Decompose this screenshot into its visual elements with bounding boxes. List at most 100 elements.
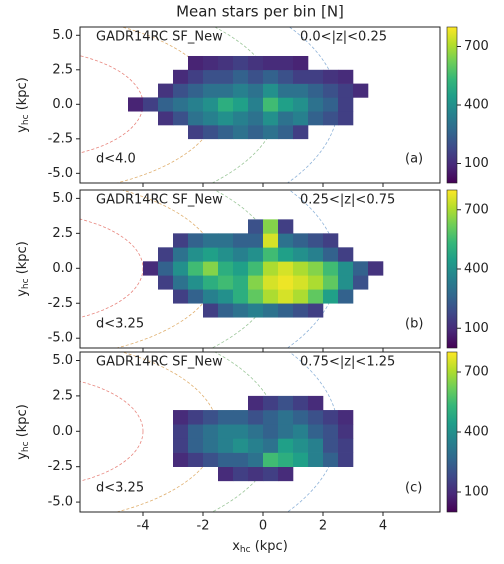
- plot-area: [80, 352, 354, 512]
- heat-cell: [173, 289, 189, 304]
- heat-cell: [233, 466, 249, 482]
- x-tick-label: -2: [197, 519, 210, 534]
- heat-cell: [323, 69, 339, 84]
- heat-cell: [308, 395, 324, 411]
- heat-cell: [263, 83, 279, 98]
- heat-cell: [233, 424, 249, 439]
- colorbar-tick-label: 100: [464, 321, 489, 336]
- heat-cell: [233, 289, 249, 304]
- heat-cell: [248, 438, 264, 453]
- heat-cell: [293, 233, 309, 248]
- heat-cell: [263, 303, 279, 318]
- heat-cell: [278, 219, 294, 234]
- x-tick-label: 4: [379, 519, 387, 534]
- heat-cell: [263, 111, 279, 126]
- heat-cell: [218, 424, 234, 439]
- heat-cell: [188, 247, 204, 262]
- heat-cell: [248, 219, 264, 234]
- annotation: 0.75<|z|<1.25: [300, 355, 395, 370]
- annotation: (a): [405, 152, 423, 167]
- y-axis-label-part: hc: [21, 114, 31, 125]
- y-tick-label: 2.5: [52, 388, 73, 403]
- x-tick-label: 0: [259, 519, 267, 534]
- heat-cell: [233, 410, 249, 425]
- heat-cell: [203, 83, 219, 98]
- heat-cell: [218, 438, 234, 453]
- heat-cell: [278, 303, 294, 318]
- heat-cell: [218, 55, 234, 71]
- heat-cell: [248, 247, 264, 262]
- heat-cell: [203, 303, 219, 318]
- heat-cell: [203, 125, 219, 140]
- heat-cell: [248, 452, 264, 467]
- plot-area: [80, 27, 369, 183]
- heat-cell: [293, 247, 309, 262]
- heat-cell: [263, 97, 279, 112]
- heat-cell: [248, 233, 264, 248]
- heat-cell: [323, 247, 339, 262]
- heat-cell: [158, 111, 174, 126]
- heat-cell: [263, 69, 279, 84]
- y-tick-label: 5.0: [52, 28, 73, 43]
- y-axis-label-part: (kpc): [15, 241, 30, 278]
- heat-cell: [218, 261, 234, 276]
- colorbar-tick-label: 400: [464, 262, 489, 277]
- heat-cell: [263, 219, 279, 234]
- heat-cell: [218, 125, 234, 140]
- heat-cell: [278, 395, 294, 411]
- heat-cell: [203, 247, 219, 262]
- heat-cell: [338, 247, 354, 262]
- heat-cell: [233, 55, 249, 71]
- heat-cell: [173, 261, 189, 276]
- x-tick-label: -4: [137, 519, 150, 534]
- heat-cell: [278, 289, 294, 304]
- heat-cell: [173, 438, 189, 453]
- heat-cell: [248, 97, 264, 112]
- heat-cell: [248, 289, 264, 304]
- heat-cell: [233, 247, 249, 262]
- heat-cell: [323, 233, 339, 248]
- plot-area: [80, 190, 384, 348]
- colorbar: [446, 26, 458, 184]
- heat-cell: [173, 83, 189, 98]
- heat-cell: [353, 275, 369, 290]
- heat-cell: [263, 261, 279, 276]
- heat-cell: [278, 55, 294, 71]
- heat-cell: [248, 83, 264, 98]
- heat-cell: [173, 247, 189, 262]
- y-axis-label: yhc (kpc): [15, 241, 31, 297]
- colorbar-tick-label: 700: [464, 39, 489, 54]
- heat-cell: [338, 289, 354, 304]
- y-tick-label: -2.5: [48, 131, 73, 146]
- heat-cell: [218, 410, 234, 425]
- heat-cell: [293, 303, 309, 318]
- heat-cell: [278, 438, 294, 453]
- heat-cell: [233, 233, 249, 248]
- heat-cell: [218, 83, 234, 98]
- heat-cell: [248, 410, 264, 425]
- heat-cell: [263, 233, 279, 248]
- x-axis-label-part: x: [232, 539, 240, 554]
- heat-cell: [278, 69, 294, 84]
- heat-cell: [338, 83, 354, 98]
- y-axis-label-part: y: [15, 289, 30, 297]
- heat-cell: [323, 438, 339, 453]
- heat-cell: [323, 275, 339, 290]
- plot-frame: [79, 351, 441, 513]
- x-tick-label: 2: [319, 519, 327, 534]
- heat-cell: [293, 83, 309, 98]
- heat-cell: [293, 69, 309, 84]
- heat-cell: [188, 83, 204, 98]
- heat-cell: [323, 97, 339, 112]
- heat-cell: [173, 97, 189, 112]
- heat-cell: [248, 275, 264, 290]
- colorbar-tick-label: 400: [464, 98, 489, 113]
- plot-frame: [79, 26, 441, 184]
- y-tick-label: -5.0: [48, 166, 73, 181]
- heat-cell: [248, 125, 264, 140]
- y-axis-label-part: y: [15, 452, 30, 460]
- heat-cell: [188, 410, 204, 425]
- y-tick-label: 0.0: [52, 261, 73, 276]
- colorbar-tick-label: 400: [464, 425, 489, 440]
- annotation: GADR14RC SF_New: [96, 30, 223, 45]
